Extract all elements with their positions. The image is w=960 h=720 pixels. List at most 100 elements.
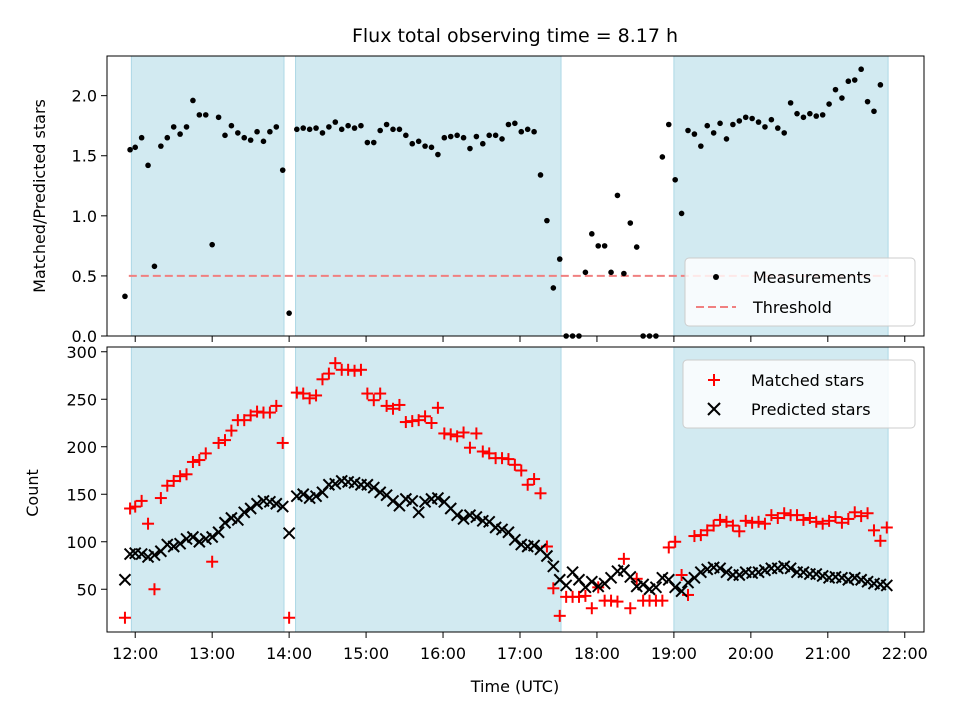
matched-star-point [547,582,560,595]
measurement-point [781,130,787,136]
predicted-star-point [508,533,522,547]
x-tick-label: 19:00 [651,644,697,663]
matched-star-point [675,569,688,581]
count-y-tick-label: 300 [66,343,97,362]
measurement-point [710,130,717,136]
measurement-point [512,120,518,127]
predicted-star-point [386,494,400,508]
measurement-point [717,120,723,127]
predicted-star-point [694,565,708,579]
measurement-point [409,140,416,147]
matched-star-point [218,434,231,447]
predicted-star-point [784,562,797,575]
measurement-point [447,133,454,140]
observing-window-2 [295,55,562,337]
measurement-point [486,132,493,139]
ratio-panel-legend: Measurements Threshold [684,257,916,327]
matched-star-point [778,507,791,520]
measurement-point [633,244,640,250]
measurement-point [370,139,377,146]
predicted-star-point [450,508,464,522]
matched-star-point [617,552,630,565]
measurement-point [138,134,145,141]
matched-star-point [771,512,784,524]
predicted-star-point [713,562,727,575]
matched-star-point [297,387,310,400]
predicted-star-point [118,573,132,586]
matched-star-point [206,555,219,568]
matched-star-point [310,389,323,402]
matched-star-point [791,509,804,522]
matched-star-point [316,373,329,386]
matched-star-point [867,524,880,537]
predicted-star-point [148,548,161,562]
ratio-panel-frame [106,55,925,337]
predicted-star-point [276,500,289,513]
predicted-star-point [585,575,599,588]
measurement-point [582,269,589,276]
predicted-star-point [668,581,682,594]
observing-window-1 [130,55,285,337]
matched-star-point [848,506,861,519]
measurement-point [589,231,595,237]
matched-star-point [419,410,432,423]
x-tick-label: 18:00 [574,644,620,663]
measurement-point [807,110,813,117]
predicted-star-point [212,526,225,539]
measurement-point [235,130,241,136]
ratio-y-tick-label: 1.5 [72,147,97,166]
measurement-point [209,241,215,248]
matched-star-point [444,428,457,441]
matched-star-point [534,487,547,500]
matched-star-point [380,399,393,412]
predicted-star-point [135,547,148,561]
predicted-stars-points [118,474,894,598]
measurement-point [326,124,332,130]
matched-star-point [861,507,874,520]
predicted-star-point [495,523,509,536]
measurement-point [685,127,691,134]
matched-star-point [842,512,855,525]
predicted-star-point [527,539,541,552]
measurement-point [762,124,768,130]
matched-star-point [186,455,199,468]
measurement-point [222,132,228,139]
measurement-point [813,113,820,119]
matched-star-point [263,406,276,419]
matched-star-point [669,535,682,548]
matched-star-point [611,595,624,608]
measurement-point [300,125,307,131]
measurement-point [177,131,183,137]
matched-star-point [726,519,739,532]
measurement-point [254,128,260,135]
ratio-panel-y-ticks: 0.0 0.5 1.0 1.5 2.0 [72,87,107,346]
matched-star-point [483,447,496,460]
matched-star-point [167,474,180,487]
measurement-point [601,243,608,249]
matched-star-point [733,525,746,538]
measurement-point [774,125,781,131]
measurement-point [190,97,196,104]
predicted-star-point [547,560,560,573]
x-axis-label: Time (UTC) [470,677,559,696]
measurement-point [742,114,749,121]
matched-star-point [656,594,669,607]
matched-star-point [470,427,483,440]
matched-star-point [835,516,848,529]
matched-star-point [425,417,438,429]
matched-star-point [553,609,566,622]
measurement-point [479,140,486,147]
measurement-point [524,126,531,133]
measurement-point [595,243,602,249]
matched-star-point [354,363,367,376]
measurement-point [691,131,698,137]
matched-star-point [193,454,206,467]
legend-matched-label: Matched stars [751,371,864,390]
count-y-tick-label: 200 [66,438,97,457]
matched-star-point [129,500,142,513]
measurement-point [435,151,441,158]
measurement-point [422,143,428,149]
predicted-star-point [193,535,206,548]
measurement-point [460,134,467,141]
